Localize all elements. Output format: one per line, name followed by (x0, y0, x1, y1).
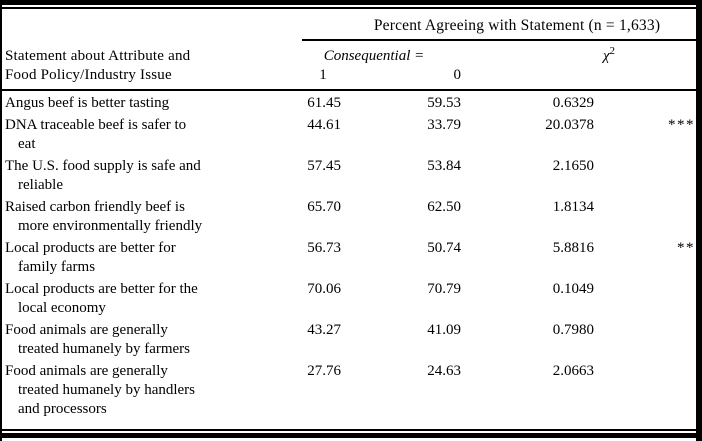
statement-cell: Angus beef is better tasting (5, 95, 170, 111)
significance-stars-cell: *** (668, 117, 695, 133)
table-body: Angus beef is better tasting 61.45 59.53… (2, 90, 696, 419)
pct-consequential-0-cell: 50.74 (427, 240, 461, 256)
top-rule-thick (2, 0, 696, 5)
pct-consequential-0-cell: 59.53 (427, 95, 461, 111)
significance-stars-cell (596, 154, 696, 195)
significance-stars-cell (596, 359, 696, 419)
pct-consequential-1-cell: 44.61 (307, 117, 341, 133)
col-header-consequential-1: 1 (302, 66, 344, 91)
pct-consequential-1-cell: 43.27 (307, 322, 341, 338)
table-row: The U.S. food supply is safe and reliabl… (2, 154, 696, 195)
pct-consequential-1-cell: 57.45 (307, 158, 341, 174)
chi-square-column-header: χ2 (464, 40, 696, 66)
chi-square-cell: 0.7980 (552, 322, 594, 338)
pct-consequential-0-cell: 33.79 (427, 117, 461, 133)
table-header: Percent Agreeing with Statement (n = 1,6… (2, 9, 696, 91)
pct-consequential-0-cell: 24.63 (427, 363, 461, 379)
chi-exponent: 2 (609, 45, 616, 57)
header-row-column-values: 1 0 (2, 66, 696, 91)
statement-cell: DNA traceable beef is safer to eat (5, 117, 187, 152)
statement-cell: Raised carbon friendly beef is more envi… (5, 199, 203, 234)
pct-consequential-1-cell: 65.70 (307, 199, 341, 215)
table-row: Food animals are generally treated human… (2, 318, 696, 359)
header-pad-cell-sig (596, 66, 696, 91)
significance-stars-cell (596, 277, 696, 318)
bottom-rule-thin (2, 429, 696, 431)
statement-cell: Local products are better for the local … (5, 281, 198, 316)
top-rule-thin (2, 7, 696, 9)
table-row: Local products are better for the local … (2, 277, 696, 318)
table-row: Local products are better for family far… (2, 236, 696, 277)
consequential-group-header: Consequential = (323, 48, 425, 64)
statement-cell: Food animals are generally treated human… (5, 322, 191, 357)
significance-stars-cell (596, 195, 696, 236)
header-empty-cell (2, 9, 302, 40)
percent-agreeing-header: Percent Agreeing with Statement (n = 1,6… (302, 9, 696, 41)
chi-symbol: χ (602, 48, 610, 64)
header-row-group-labels: Statement about Attribute and Food Polic… (2, 40, 696, 91)
col-header-consequential-0: 0 (344, 66, 464, 91)
statement-cell: Food animals are generally treated human… (5, 363, 196, 417)
table-row: Raised carbon friendly beef is more envi… (2, 195, 696, 236)
chi-square-cell: 0.1049 (552, 281, 594, 297)
chi-square-cell: 1.8134 (552, 199, 594, 215)
header-pad-cell-chi (464, 66, 596, 91)
header-row-span-title: Percent Agreeing with Statement (n = 1,6… (2, 9, 696, 41)
pct-consequential-1-cell: 70.06 (307, 281, 341, 297)
significance-stars-cell (596, 90, 696, 113)
pct-consequential-0-cell: 53.84 (427, 158, 461, 174)
pct-consequential-0-cell: 62.50 (427, 199, 461, 215)
pct-consequential-0-cell: 41.09 (427, 322, 461, 338)
significance-stars-cell: ** (677, 240, 695, 256)
chi-square-cell: 5.8816 (552, 240, 594, 256)
statistics-table: Percent Agreeing with Statement (n = 1,6… (2, 9, 696, 419)
pct-consequential-1-cell: 27.76 (307, 363, 341, 379)
chi-square-cell: 20.0378 (545, 117, 594, 133)
statement-cell: The U.S. food supply is safe and reliabl… (5, 158, 201, 193)
chi-square-cell: 2.0663 (552, 363, 594, 379)
significance-stars-cell (596, 318, 696, 359)
bottom-rule-thick (2, 433, 696, 438)
pct-consequential-1-cell: 56.73 (307, 240, 341, 256)
statement-column-header: Statement about Attribute and Food Polic… (2, 40, 302, 91)
statement-cell: Local products are better for family far… (5, 240, 176, 275)
chi-square-cell: 0.6329 (552, 95, 594, 111)
table-row: DNA traceable beef is safer to eat 44.61… (2, 113, 696, 154)
table-row: Food animals are generally treated human… (2, 359, 696, 419)
pct-consequential-0-cell: 70.79 (427, 281, 461, 297)
pct-consequential-1-cell: 61.45 (307, 95, 341, 111)
table-row: Angus beef is better tasting 61.45 59.53… (2, 90, 696, 113)
chi-square-cell: 2.1650 (552, 158, 594, 174)
